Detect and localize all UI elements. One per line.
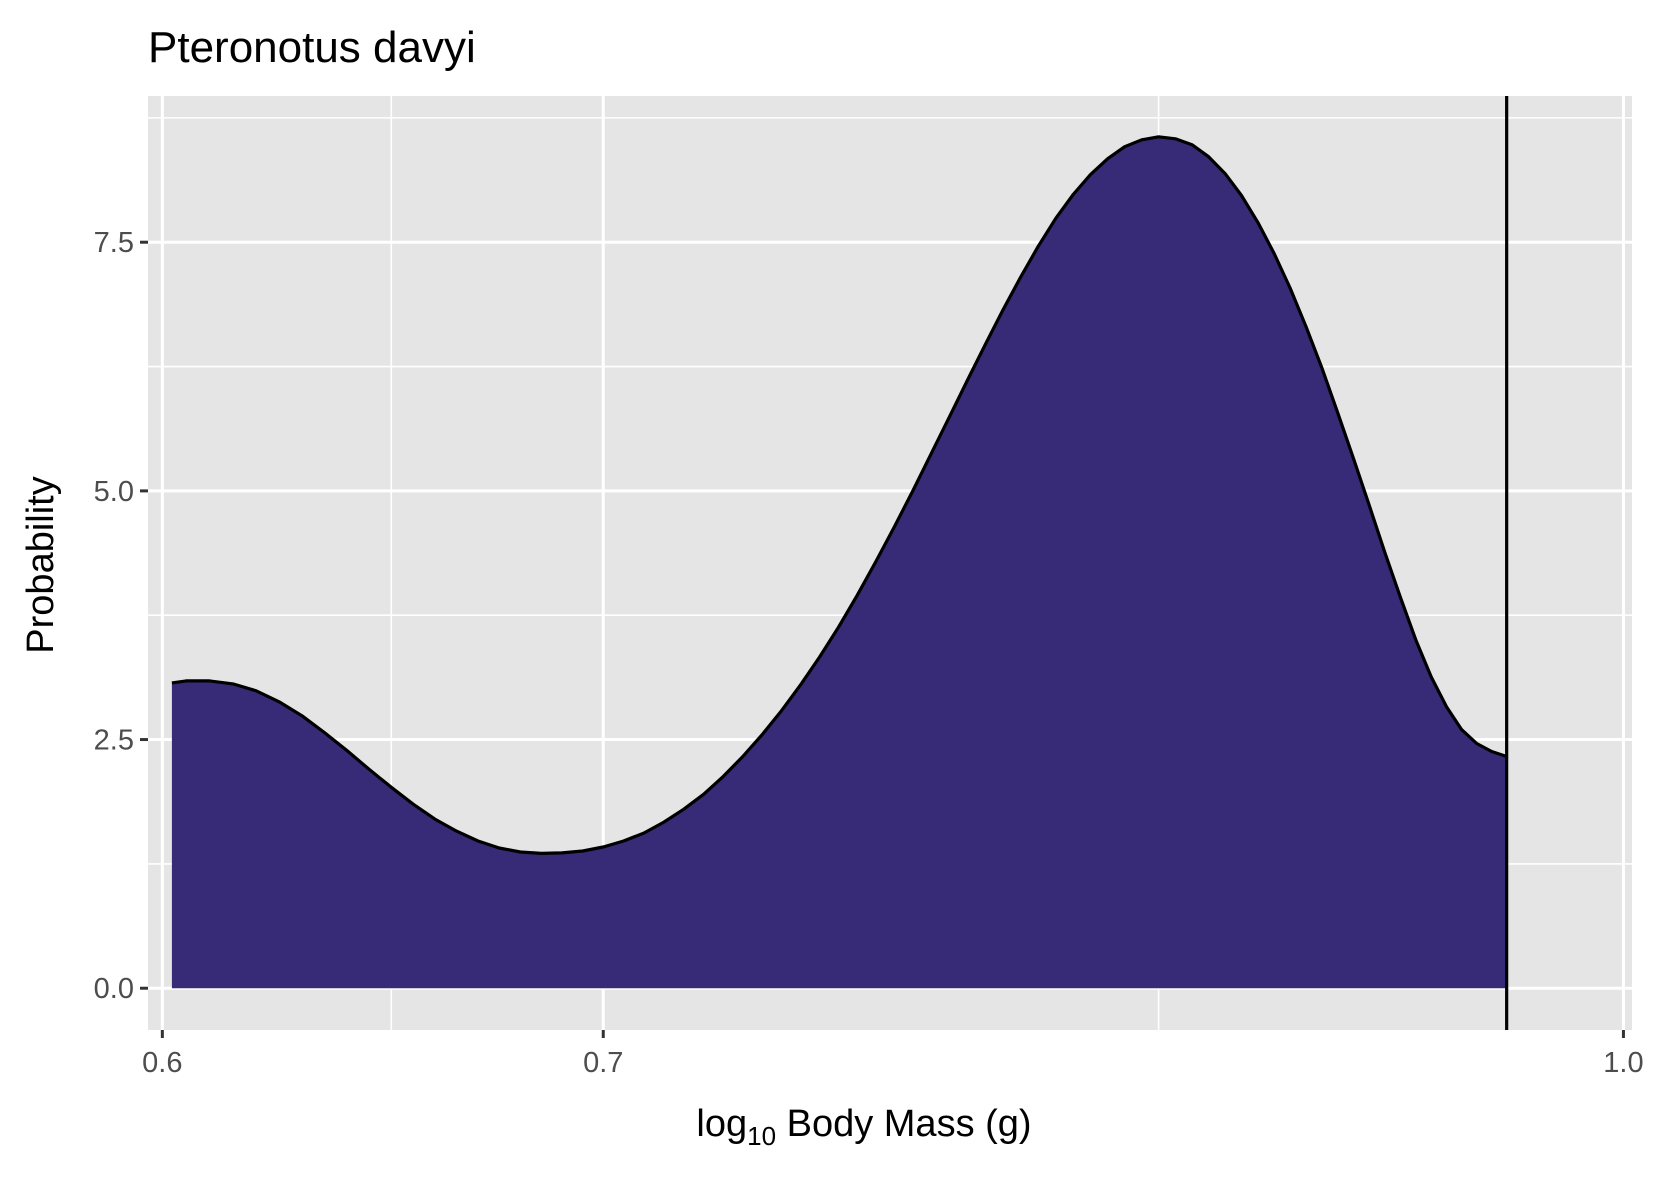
y-tick-label: 7.5	[94, 227, 134, 259]
y-tick-label: 5.0	[94, 476, 134, 508]
x-axis-title: log10 Body Mass (g)	[696, 1103, 1031, 1151]
x-axis: 0.6 0.7 1.0	[142, 1030, 1644, 1079]
x-tick-label: 0.7	[583, 1047, 623, 1079]
chart-title: Pteronotus davyi	[148, 23, 476, 72]
density-area	[171, 136, 1507, 989]
x-axis-title-log: log	[696, 1103, 747, 1145]
x-tick-label: 0.6	[142, 1047, 182, 1079]
y-tick-label: 2.5	[94, 725, 134, 757]
density-outline	[171, 135, 1508, 855]
x-tick-label: 1.0	[1603, 1047, 1643, 1079]
x-axis-title-subscript: 10	[747, 1121, 776, 1151]
y-axis-title: Probability	[20, 476, 62, 653]
y-tick-label: 0.0	[94, 973, 134, 1005]
x-axis-title-rest: Body Mass (g)	[776, 1103, 1032, 1145]
y-axis: 0.0 2.5 5.0 7.5	[94, 227, 148, 1005]
